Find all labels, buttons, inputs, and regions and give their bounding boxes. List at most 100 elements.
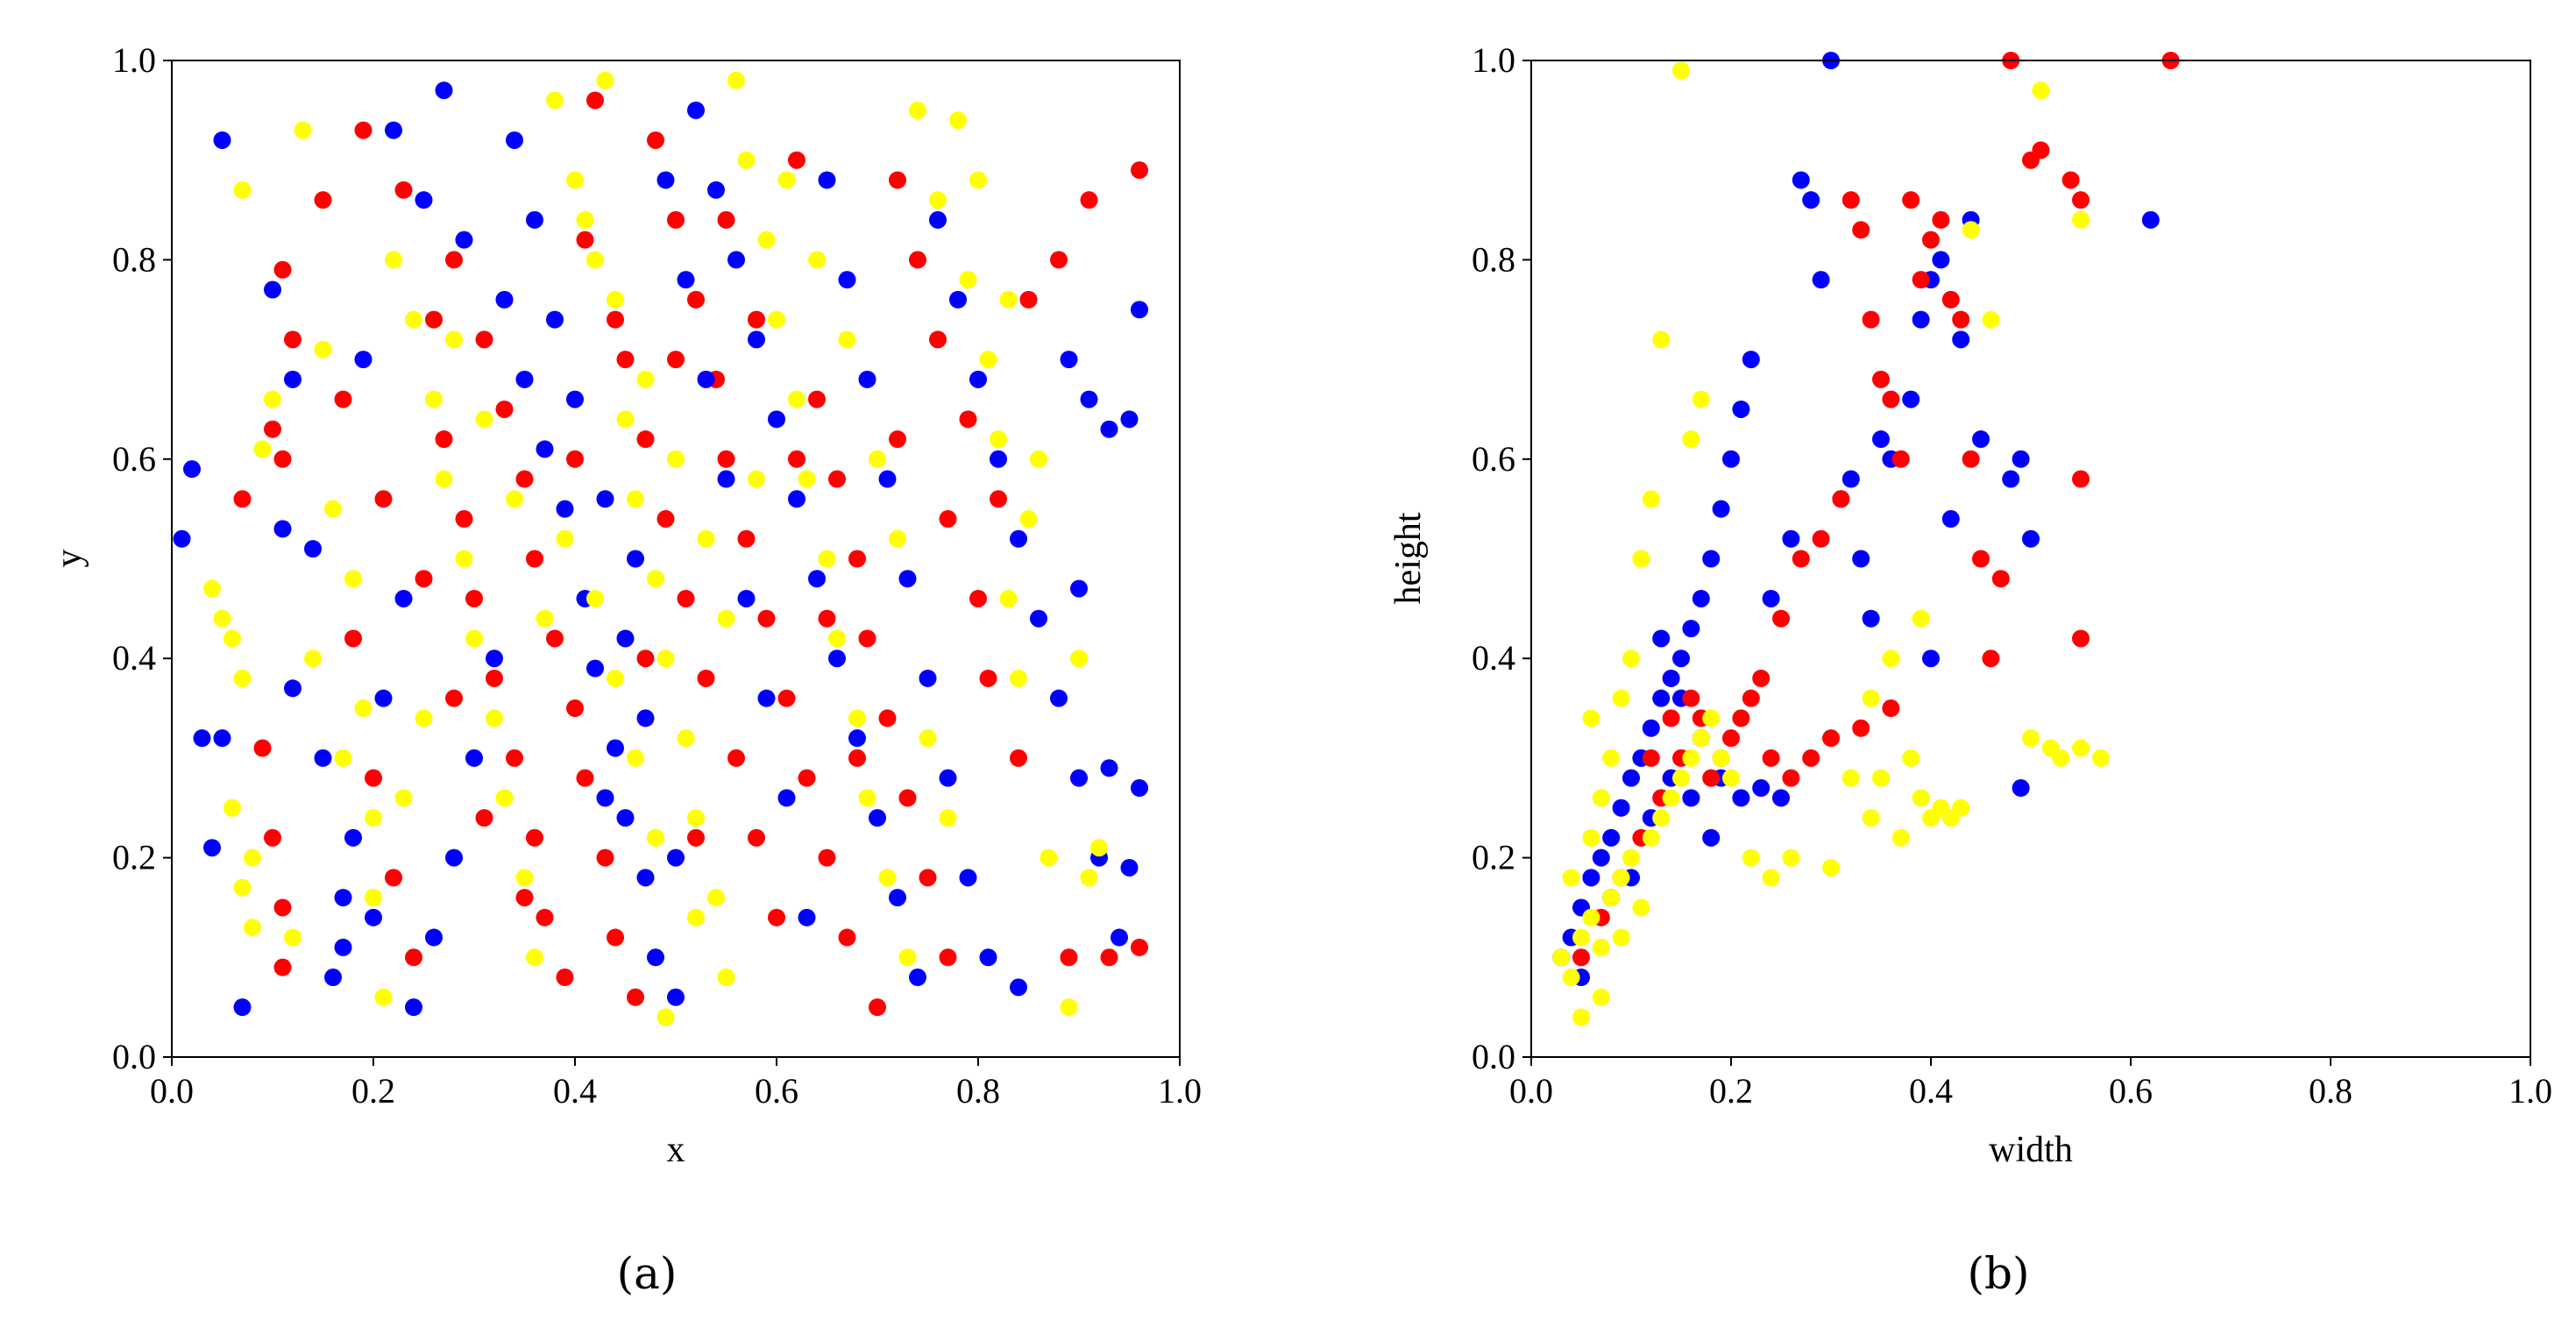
data-point-red [515, 470, 534, 488]
data-point-blue [939, 769, 957, 787]
data-point-blue [1662, 669, 1680, 687]
data-point-blue [1602, 828, 1621, 847]
data-point-blue [2012, 779, 2030, 798]
data-point-yellow [244, 919, 261, 937]
data-point-red [2072, 191, 2090, 209]
data-point-red [1702, 769, 1721, 787]
data-point-red [1742, 689, 1760, 707]
data-point-blue [486, 649, 503, 668]
data-point-blue [1932, 251, 1950, 269]
data-point-red [415, 570, 433, 588]
y-tick-label: 0.4 [112, 638, 156, 678]
data-point-red [1642, 749, 1660, 767]
data-point-red [264, 828, 281, 847]
data-point-blue [777, 789, 796, 807]
data-point-red [1991, 570, 2010, 588]
data-point-blue [627, 550, 644, 568]
scatter-panel-a: 0.0 0.2 0.4 0.6 0.8 1.0 0.00.20.40.60.81.0 x … [49, 40, 1202, 1299]
data-point-yellow [264, 390, 281, 408]
data-point-yellow [1891, 828, 1910, 847]
data-point-yellow [506, 490, 523, 508]
data-point-red [838, 928, 856, 947]
data-point-yellow [1612, 689, 1630, 707]
data-point-blue [1111, 928, 1128, 947]
x-tick-label: 0.6 [2109, 1071, 2153, 1111]
data-point-blue [193, 729, 211, 748]
data-point-yellow [777, 171, 796, 189]
data-point-yellow [1782, 848, 1800, 867]
data-point-yellow [596, 71, 614, 89]
data-point-yellow [1682, 430, 1700, 449]
data-point-yellow [394, 789, 413, 807]
data-point-red [253, 739, 272, 757]
data-point-red [1882, 390, 1900, 408]
data-point-yellow [233, 878, 252, 897]
data-point-blue [556, 500, 574, 518]
data-point-blue [969, 370, 987, 388]
data-point-red [576, 769, 594, 787]
data-point-yellow [365, 889, 382, 907]
data-point-yellow [1612, 869, 1630, 887]
data-point-yellow [253, 440, 272, 458]
data-point-yellow [727, 71, 745, 89]
data-point-blue [515, 370, 534, 388]
data-point-blue [284, 679, 302, 698]
data-point-yellow [1592, 789, 1610, 807]
data-point-blue [455, 231, 473, 249]
x-tick-label: 1.0 [2509, 1071, 2552, 1111]
data-point-blue [1592, 848, 1610, 867]
data-point-yellow [1612, 928, 1630, 947]
data-point-yellow [647, 570, 664, 588]
data-point-red [526, 550, 543, 568]
data-point-yellow [1722, 769, 1740, 787]
data-point-blue [1762, 589, 1780, 607]
data-point-yellow [1622, 848, 1640, 867]
data-point-red [1872, 370, 1890, 388]
data-point-red [878, 709, 897, 727]
data-point-yellow [949, 111, 967, 130]
data-point-blue [1010, 529, 1027, 548]
data-point-blue [273, 520, 292, 538]
data-point-blue [506, 131, 523, 149]
data-point-blue [979, 948, 997, 967]
data-point-yellow [224, 798, 241, 817]
data-point-blue [990, 450, 1007, 468]
data-point-red [939, 948, 957, 967]
data-point-yellow [1030, 450, 1047, 468]
data-point-yellow [1572, 1008, 1590, 1026]
data-point-yellow [344, 570, 362, 588]
data-point-blue [949, 290, 967, 309]
data-point-yellow [486, 709, 503, 727]
data-point-yellow [1682, 749, 1700, 767]
data-point-red [848, 550, 866, 568]
data-point-red [667, 210, 685, 229]
data-point-yellow [445, 330, 463, 349]
data-point-red [506, 749, 523, 767]
data-point-red [969, 589, 987, 607]
data-point-red [344, 629, 362, 648]
data-point-yellow [1762, 869, 1780, 887]
data-point-yellow [1562, 969, 1580, 987]
data-point-yellow [1592, 938, 1610, 956]
data-point-red [848, 749, 866, 767]
data-point-red [425, 310, 443, 329]
data-point-blue [607, 739, 624, 757]
data-point-red [1792, 550, 1810, 568]
data-point-red [475, 330, 493, 349]
data-point-yellow [556, 529, 574, 548]
x-tick-label: 0.4 [553, 1071, 597, 1111]
data-point-blue [1732, 400, 1750, 418]
data-point-red [1862, 310, 1880, 329]
data-point-yellow [1692, 729, 1710, 748]
x-tick-label: 0.8 [2309, 1071, 2352, 1111]
data-point-yellow [1582, 709, 1600, 727]
data-point-red [546, 629, 564, 648]
y-tick-label: 0.6 [112, 439, 156, 479]
data-point-yellow [898, 948, 917, 967]
data-point-blue [1080, 390, 1098, 408]
data-point-yellow [536, 609, 554, 628]
data-point-yellow [2022, 729, 2040, 748]
data-point-blue [445, 848, 463, 867]
data-point-red [365, 769, 382, 787]
